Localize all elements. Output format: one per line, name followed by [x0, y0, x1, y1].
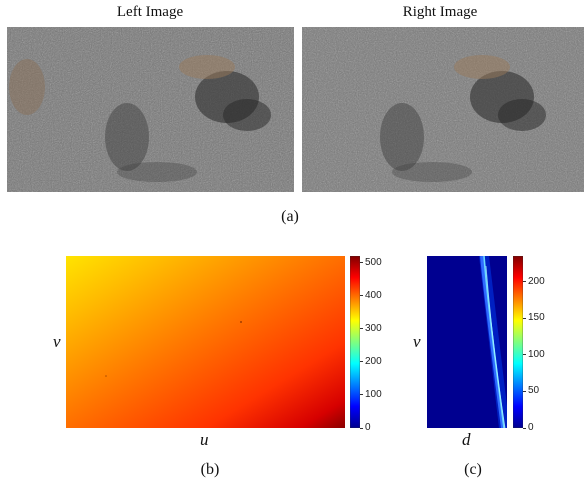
- colorbar-tick-mark: [360, 262, 363, 264]
- colorbar-tick-label: 200: [528, 275, 545, 287]
- left-image-title: Left Image: [116, 4, 184, 20]
- right-image: [302, 27, 584, 192]
- colorbar-tick-label: 100: [365, 388, 382, 400]
- colorbar-tick-mark: [523, 354, 526, 356]
- caption-c: (c): [464, 461, 482, 478]
- colorbar-tick-mark: [523, 317, 526, 319]
- colorbar-tick-label: 100: [528, 348, 545, 360]
- colorbar-tick-label: 0: [528, 422, 534, 433]
- v-disparity-map-xlabel: d: [462, 430, 471, 449]
- left-image: [7, 27, 294, 192]
- disparity-map: [66, 256, 345, 428]
- colorbar-tick-label: 150: [528, 312, 545, 324]
- colorbar-tick-mark: [523, 390, 526, 392]
- caption-b: (b): [200, 461, 220, 478]
- colorbar-tick-mark: [360, 295, 363, 297]
- colorbar-tick-mark: [523, 281, 526, 283]
- caption-a: (a): [281, 208, 299, 225]
- right-image-title: Right Image: [402, 4, 478, 20]
- v-disparity-map: [427, 256, 507, 428]
- disparity-map-ylabel: v: [53, 332, 61, 351]
- colorbar-tick-label: 500: [365, 256, 382, 268]
- colorbar-tick-mark: [360, 328, 363, 330]
- colorbar-tick-label: 300: [365, 322, 382, 334]
- colorbar-tick-mark: [523, 427, 526, 429]
- colorbar-tick-label: 50: [528, 385, 540, 397]
- colorbar-tick-label: 0: [365, 422, 371, 433]
- colorbar-c: [513, 256, 523, 428]
- colorbar-tick-mark: [360, 394, 363, 396]
- colorbar-tick-label: 400: [365, 289, 382, 301]
- colorbar-tick-mark: [360, 361, 363, 363]
- colorbar-tick-mark: [360, 427, 363, 429]
- v-disparity-map-ylabel: v: [413, 332, 421, 351]
- disparity-map-xlabel: u: [200, 430, 209, 449]
- colorbar-b: [350, 256, 360, 428]
- colorbar-tick-label: 200: [365, 355, 382, 367]
